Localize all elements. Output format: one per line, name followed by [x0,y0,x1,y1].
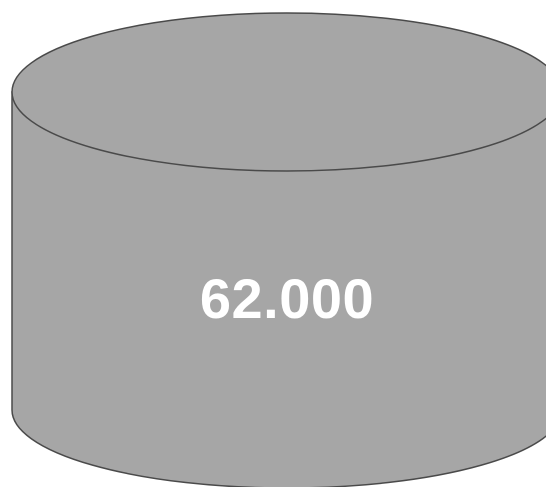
cylinder-body [11,91,546,487]
cylinder-top [11,12,546,172]
cylinder-value-label: 62.000 [199,267,375,330]
